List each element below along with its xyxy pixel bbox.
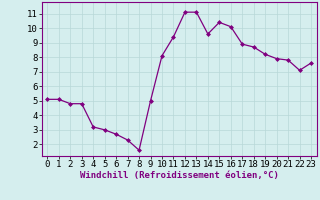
X-axis label: Windchill (Refroidissement éolien,°C): Windchill (Refroidissement éolien,°C) <box>80 171 279 180</box>
